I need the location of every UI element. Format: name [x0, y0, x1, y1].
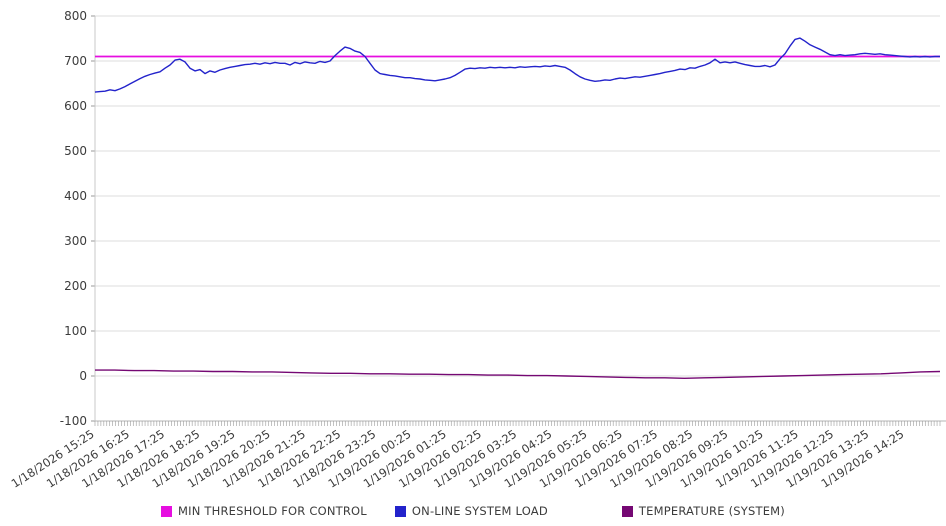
y-tick-label: 100 [64, 324, 87, 338]
y-tick-label: 400 [64, 189, 87, 203]
y-tick-label: 500 [64, 144, 87, 158]
legend-label-min-threshold: MIN THRESHOLD FOR CONTROL [178, 504, 367, 518]
legend-item-online-system-load[interactable]: ON-LINE SYSTEM LOAD [394, 504, 548, 518]
legend-swatch-min-threshold-icon [161, 505, 173, 517]
legend-label-online-system-load: ON-LINE SYSTEM LOAD [411, 504, 548, 518]
y-tick-label: -100 [60, 414, 87, 428]
y-tick-label: 600 [64, 99, 87, 113]
chart-legend: MIN THRESHOLD FOR CONTROL ON-LINE SYSTEM… [0, 504, 946, 518]
y-tick-label: 200 [64, 279, 87, 293]
y-tick-label: 300 [64, 234, 87, 248]
series-line-1 [94, 37, 940, 93]
y-tick-label: 0 [79, 369, 87, 383]
legend-item-min-threshold[interactable]: MIN THRESHOLD FOR CONTROL [161, 504, 367, 518]
legend-swatch-temperature-system-icon [621, 505, 633, 517]
legend-label-temperature-system: TEMPERATURE (SYSTEM) [638, 504, 785, 518]
series-line-2 [95, 369, 941, 379]
y-tick-label: 800 [64, 9, 87, 23]
y-tick-label: 700 [64, 54, 87, 68]
legend-item-temperature-system[interactable]: TEMPERATURE (SYSTEM) [621, 504, 785, 518]
legend-swatch-online-system-load-icon [394, 505, 406, 517]
